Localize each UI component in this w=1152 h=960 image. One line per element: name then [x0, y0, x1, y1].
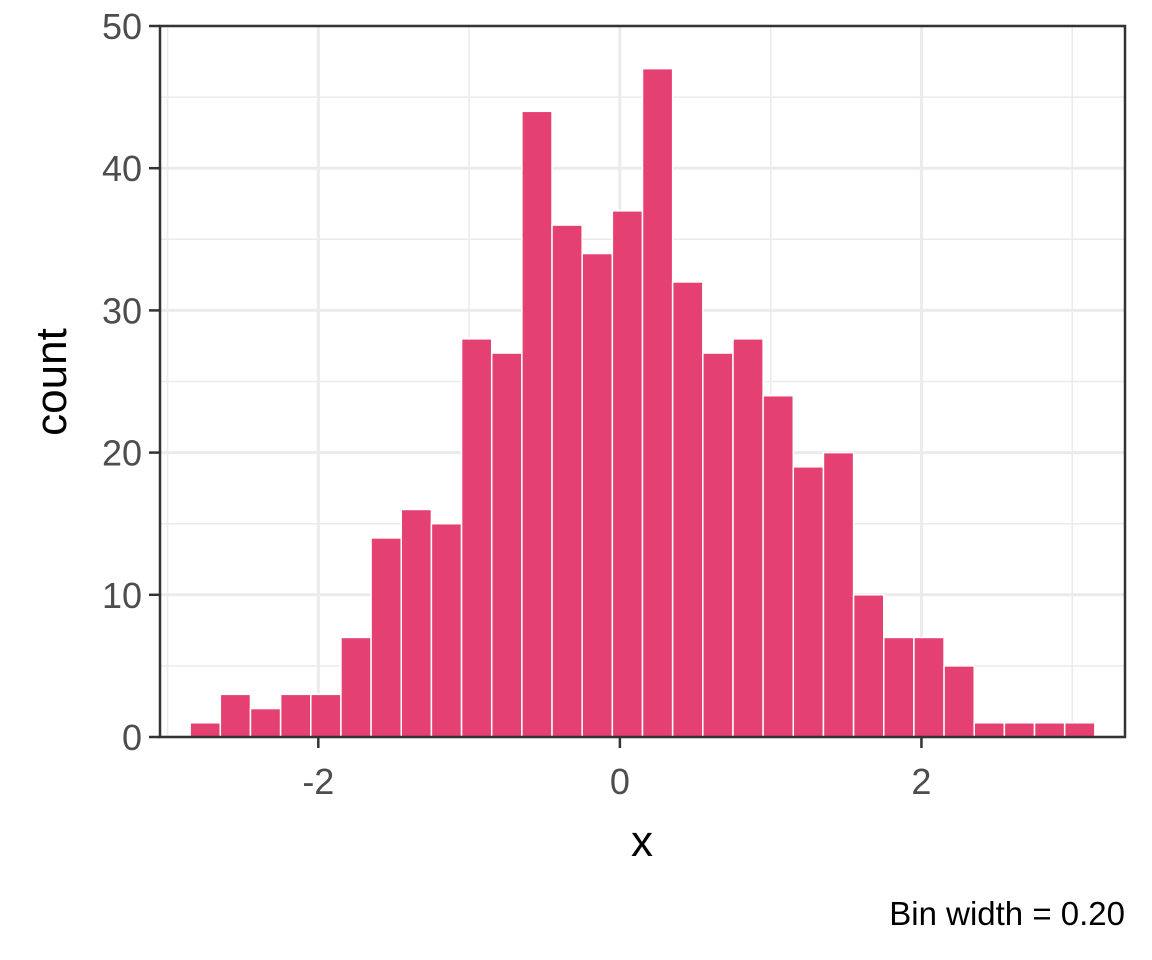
histogram-bar — [792, 466, 825, 738]
histogram-bar — [822, 451, 855, 738]
histogram-bar — [460, 338, 493, 738]
histogram-bar — [400, 508, 433, 738]
histogram-bar — [249, 707, 282, 738]
histogram-bar — [370, 537, 402, 738]
x-tick-label: 0 — [610, 761, 630, 802]
histogram-bar — [279, 693, 312, 738]
histogram-bar — [340, 636, 372, 738]
histogram-bar — [852, 594, 885, 738]
histogram-bar — [430, 522, 463, 738]
y-tick-label: 20 — [102, 433, 142, 474]
histogram-bar — [943, 665, 975, 738]
histogram-bar — [973, 722, 1006, 738]
histogram-bar — [732, 338, 764, 738]
histogram-bar — [310, 693, 342, 738]
histogram-bar — [1063, 722, 1096, 738]
histogram-bar — [671, 281, 704, 738]
histogram-bar — [1033, 722, 1066, 738]
histogram-bar — [490, 352, 523, 738]
histogram-bars — [189, 67, 1096, 738]
histogram-bar — [611, 210, 644, 738]
y-axis-title: count — [27, 328, 76, 436]
histogram-bar — [641, 67, 674, 738]
x-tick-label: -2 — [302, 761, 334, 802]
x-axis-title: x — [631, 817, 653, 866]
histogram-bar — [581, 252, 614, 738]
panel-border — [158, 24, 1127, 739]
y-axis-ticks: 0 10 20 30 40 50 — [102, 6, 160, 758]
x-axis-ticks: -2 0 2 — [302, 737, 931, 802]
y-tick-label: 10 — [102, 575, 142, 616]
histogram-bar — [219, 693, 252, 738]
histogram-bar — [883, 636, 915, 738]
y-tick-label: 0 — [122, 717, 142, 758]
histogram-bar — [189, 722, 222, 738]
y-tick-label: 50 — [102, 6, 142, 47]
histogram-bar — [762, 394, 795, 738]
y-tick-label: 30 — [102, 290, 142, 331]
histogram-bar — [551, 224, 583, 738]
histogram-bar — [913, 636, 945, 738]
histogram-bar — [702, 352, 734, 738]
histogram-bar — [1003, 722, 1036, 738]
bin-width-caption: Bin width = 0.20 — [889, 895, 1125, 932]
y-tick-label: 40 — [102, 148, 142, 189]
histogram-bar — [521, 110, 553, 738]
x-tick-label: 2 — [911, 761, 931, 802]
